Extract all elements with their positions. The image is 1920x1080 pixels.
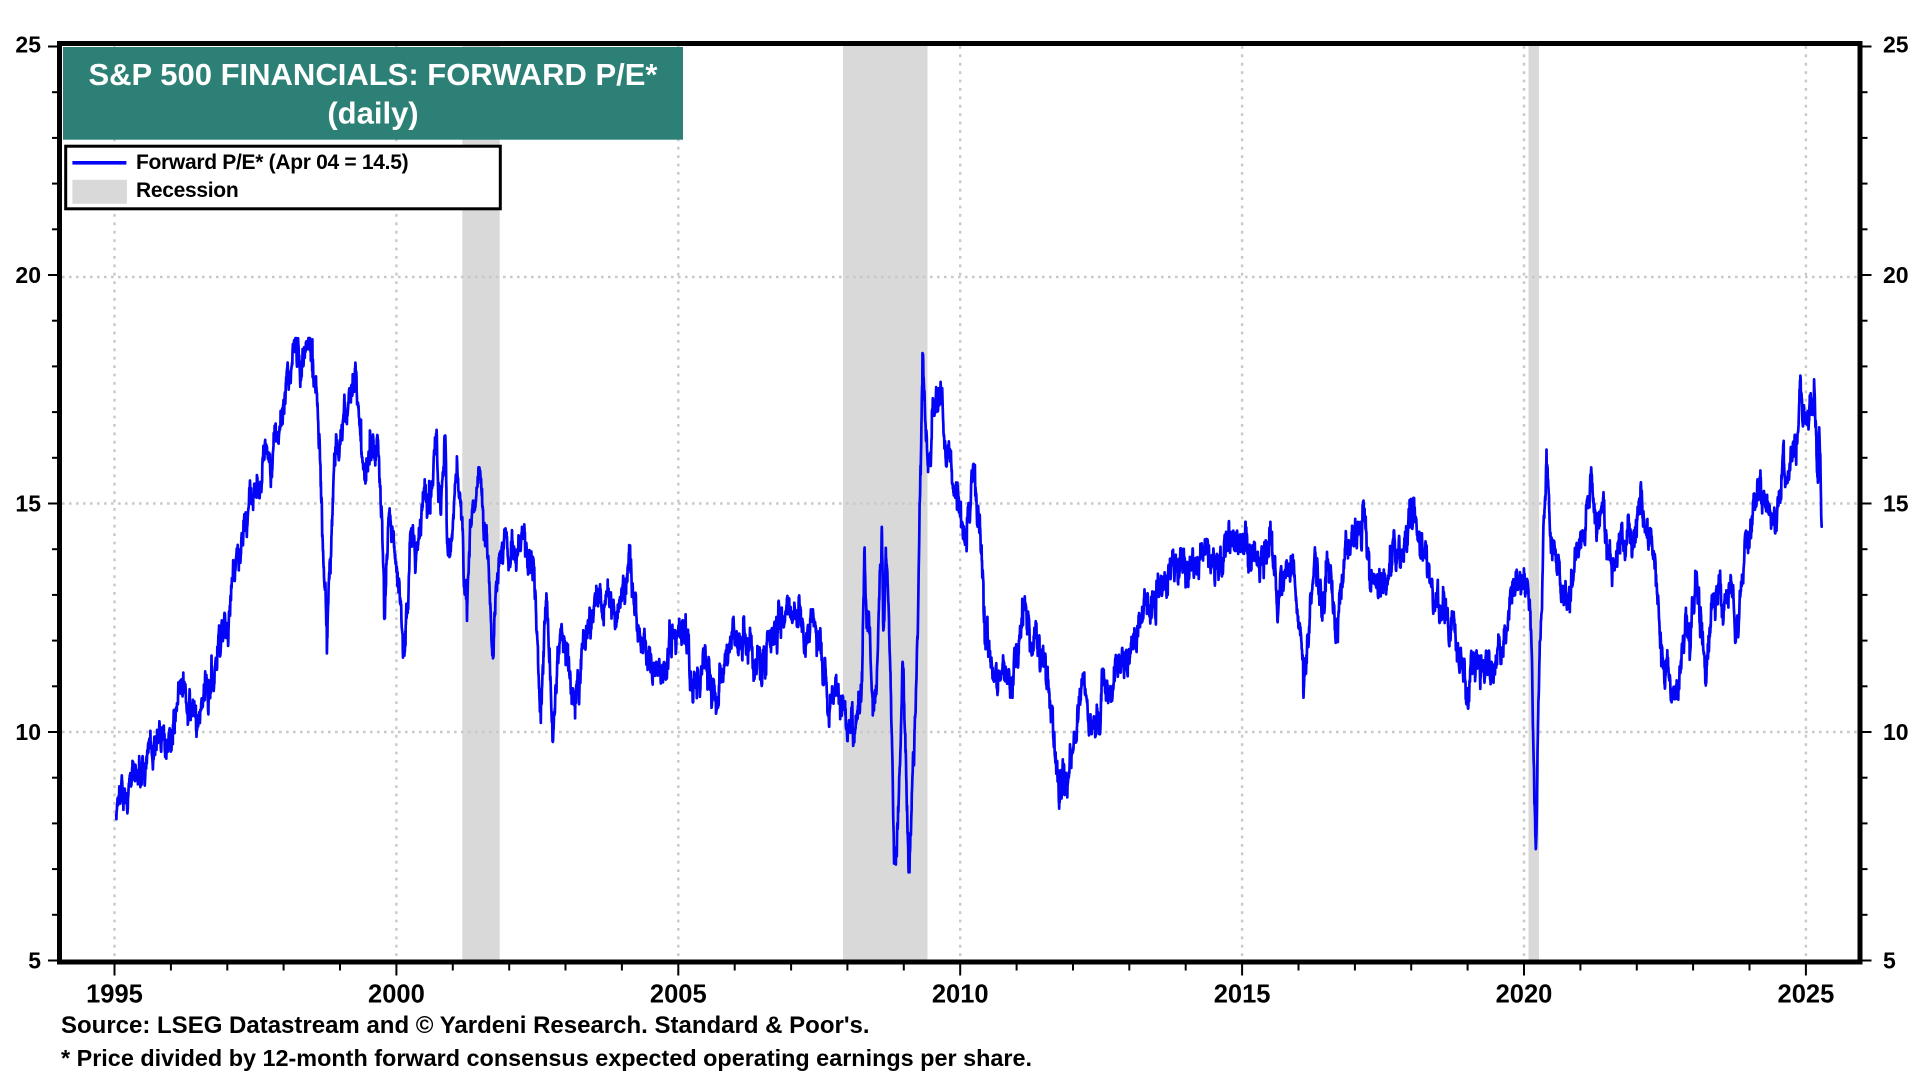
svg-text:* Price divided by 12-month fo: * Price divided by 12-month forward cons… xyxy=(61,1045,1032,1071)
svg-text:S&P 500 FINANCIALS: FORWARD P/: S&P 500 FINANCIALS: FORWARD P/E* xyxy=(88,57,658,92)
svg-text:25: 25 xyxy=(15,32,41,58)
svg-text:(daily): (daily) xyxy=(327,96,418,131)
svg-text:Recession: Recession xyxy=(136,179,238,202)
svg-text:2010: 2010 xyxy=(932,981,989,1009)
svg-text:15: 15 xyxy=(15,491,41,517)
svg-text:Forward P/E* (Apr 04 = 14.5): Forward P/E* (Apr 04 = 14.5) xyxy=(136,151,408,174)
svg-text:20: 20 xyxy=(1883,262,1909,288)
svg-text:Source: LSEG Datastream and ©: Source: LSEG Datastream and © Yardeni Re… xyxy=(61,1012,870,1039)
svg-text:1995: 1995 xyxy=(86,981,143,1009)
svg-text:15: 15 xyxy=(1883,491,1909,517)
svg-text:2005: 2005 xyxy=(650,981,707,1009)
svg-text:2015: 2015 xyxy=(1214,981,1271,1009)
svg-text:5: 5 xyxy=(1883,948,1896,974)
svg-text:2020: 2020 xyxy=(1496,981,1553,1009)
svg-text:10: 10 xyxy=(1883,719,1909,745)
svg-text:2025: 2025 xyxy=(1778,981,1835,1009)
svg-text:2000: 2000 xyxy=(368,981,425,1009)
svg-text:20: 20 xyxy=(15,262,41,288)
svg-text:5: 5 xyxy=(28,948,41,974)
svg-text:25: 25 xyxy=(1883,32,1909,58)
svg-text:10: 10 xyxy=(15,719,41,745)
